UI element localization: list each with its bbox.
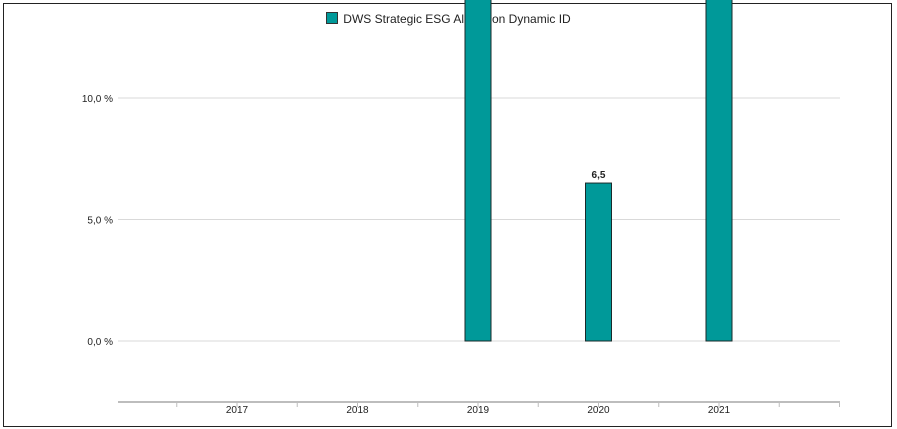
legend-swatch [326, 12, 339, 24]
legend: DWS Strategic ESG Allocation Dynamic ID [0, 12, 897, 26]
y-axis-labels: 0,0 %5,0 %10,0 %15,0 %20,0 % [82, 94, 113, 348]
data-labels: 22,56,520,2 [592, 170, 606, 181]
chart-frame [3, 3, 892, 427]
y-tick-label: 10,0 % [82, 94, 113, 105]
y-tick-label: 5,0 % [87, 216, 113, 227]
bar [705, 0, 733, 342]
x-tick-label: 2020 [587, 405, 610, 416]
bar [464, 0, 492, 342]
x-tick-label: 2017 [226, 405, 249, 416]
y-tick-label: 0,0 % [87, 337, 113, 348]
x-axis: 2017 2018 2019 2020 2021 [118, 401, 840, 416]
bar [585, 182, 612, 342]
x-tick-label: 2019 [467, 405, 490, 416]
bars [464, 0, 733, 342]
data-label: 6,5 [592, 170, 606, 181]
legend-label: DWS Strategic ESG Allocation Dynamic ID [343, 12, 571, 26]
x-tick-label: 2018 [346, 405, 369, 416]
x-tick-label: 2021 [708, 405, 731, 416]
